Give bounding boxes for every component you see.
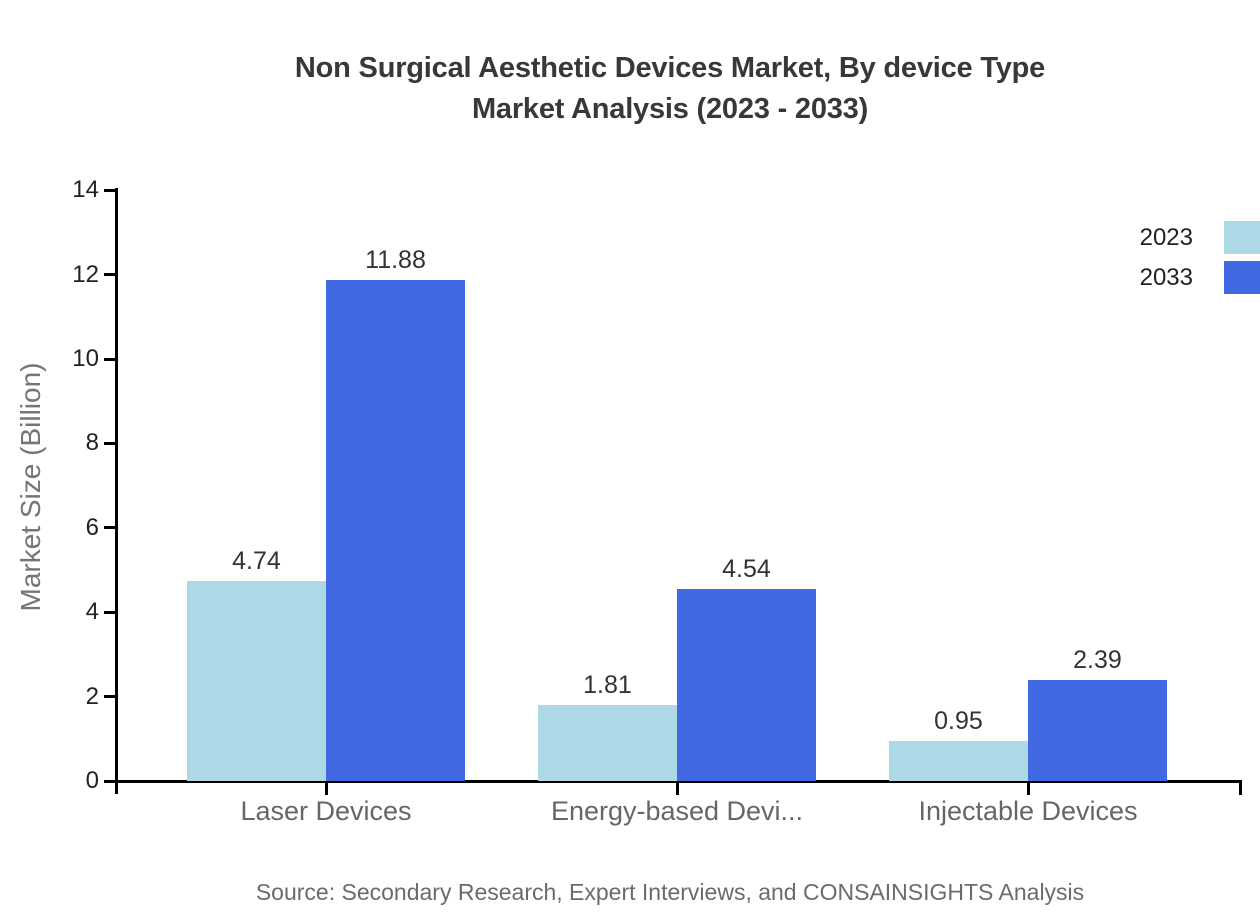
y-tick [104,695,115,699]
source-note: Source: Secondary Research, Expert Inter… [255,879,1085,905]
value-label-2033-energy-based-devi: 4.54 [722,555,771,583]
y-tick [104,273,115,277]
legend-swatch-2023 [1224,221,1260,254]
legend-item-2023[interactable]: 2023 [1140,221,1260,254]
y-tick-label: 6 [85,513,99,541]
legend-label-2033: 2033 [1139,263,1193,291]
x-tick [1026,782,1030,795]
x-tick [675,782,679,795]
y-tick [104,526,115,530]
y-tick [104,610,115,614]
chart-title-line1: Non Surgical Aesthetic Devices Market, B… [294,52,1046,84]
value-label-2023-energy-based-devi: 1.81 [583,671,632,699]
bar-2023-energy-based-devi[interactable] [538,705,677,781]
legend-label-2023: 2023 [1139,223,1193,251]
category-label-energy-based-devi: Energy-based Devi... [550,796,804,826]
y-tick-label: 14 [72,176,99,204]
legend: 2023 2033 [1140,221,1260,294]
y-tick-label: 10 [72,345,99,372]
bar-2023-laser-devices[interactable] [187,581,326,781]
y-tick-label: 8 [85,429,99,457]
y-tick [104,441,115,445]
y-tick-label: 2 [85,682,99,710]
value-label-2023-injectable-devices: 0.95 [934,707,983,735]
legend-item-2033[interactable]: 2033 [1140,261,1260,294]
y-tick [104,357,115,361]
x-axis-line [115,780,1242,783]
y-tick-label: 0 [85,767,99,794]
bar-2033-laser-devices[interactable] [326,280,465,781]
x-tick [1238,782,1242,795]
value-label-2033-laser-devices: 11.88 [365,246,426,274]
category-label-injectable-devices: Injectable Devices [918,796,1138,826]
value-label-2033-injectable-devices: 2.39 [1073,646,1122,674]
chart-title-line2: Market Analysis (2023 - 2033) [471,93,869,125]
legend-swatch-2033 [1224,261,1260,294]
category-label-laser-devices: Laser Devices [240,796,412,826]
bar-2023-injectable-devices[interactable] [889,741,1028,781]
y-axis-line [115,188,118,794]
y-tick-label: 4 [85,598,99,626]
y-axis-title: Market Size (Billion) [15,362,46,612]
chart-title: Non Surgical Aesthetic Devices Market, B… [80,48,1260,130]
bar-2033-energy-based-devi[interactable] [677,589,816,781]
value-label-2023-laser-devices: 4.74 [232,547,281,575]
y-tick [104,779,115,783]
x-tick [324,782,328,795]
y-tick-label: 12 [72,260,99,288]
bar-2033-injectable-devices[interactable] [1028,680,1167,781]
y-tick [104,188,115,192]
